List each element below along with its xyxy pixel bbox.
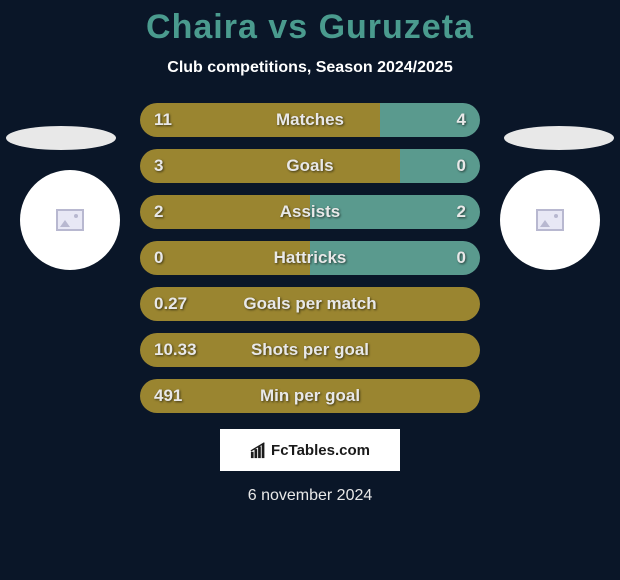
stat-row: 11Matches4 — [140, 103, 480, 137]
stat-label: Hattricks — [140, 248, 480, 268]
stat-row: 3Goals0 — [140, 149, 480, 183]
player-right-avatar — [500, 170, 600, 270]
stat-label: Matches — [140, 110, 480, 130]
stat-label: Goals — [140, 156, 480, 176]
stat-row: 0Hattricks0 — [140, 241, 480, 275]
stats-container: 11Matches43Goals02Assists20Hattricks00.2… — [140, 103, 480, 413]
stat-row: 0.27Goals per match — [140, 287, 480, 321]
image-placeholder-icon — [56, 209, 84, 231]
page-title: Chaira vs Guruzeta — [0, 0, 620, 47]
brand-text: FcTables.com — [271, 442, 370, 459]
stat-row: 491Min per goal — [140, 379, 480, 413]
player-left-ellipse — [6, 126, 116, 150]
player-left-avatar — [20, 170, 120, 270]
stat-row: 2Assists2 — [140, 195, 480, 229]
image-placeholder-icon — [536, 209, 564, 231]
stat-value-right: 0 — [457, 156, 466, 176]
brand-logo: FcTables.com — [250, 441, 370, 459]
player-right-ellipse — [504, 126, 614, 150]
page-subtitle: Club competitions, Season 2024/2025 — [0, 59, 620, 77]
footer-date: 6 november 2024 — [0, 487, 620, 505]
stat-row: 10.33Shots per goal — [140, 333, 480, 367]
brand-box: FcTables.com — [220, 429, 400, 471]
stat-value-right: 4 — [457, 110, 466, 130]
stat-value-right: 2 — [457, 202, 466, 222]
stat-label: Goals per match — [140, 294, 480, 314]
stat-label: Shots per goal — [140, 340, 480, 360]
bar-chart-icon — [250, 441, 268, 459]
stat-label: Assists — [140, 202, 480, 222]
stat-value-right: 0 — [457, 248, 466, 268]
stat-label: Min per goal — [140, 386, 480, 406]
